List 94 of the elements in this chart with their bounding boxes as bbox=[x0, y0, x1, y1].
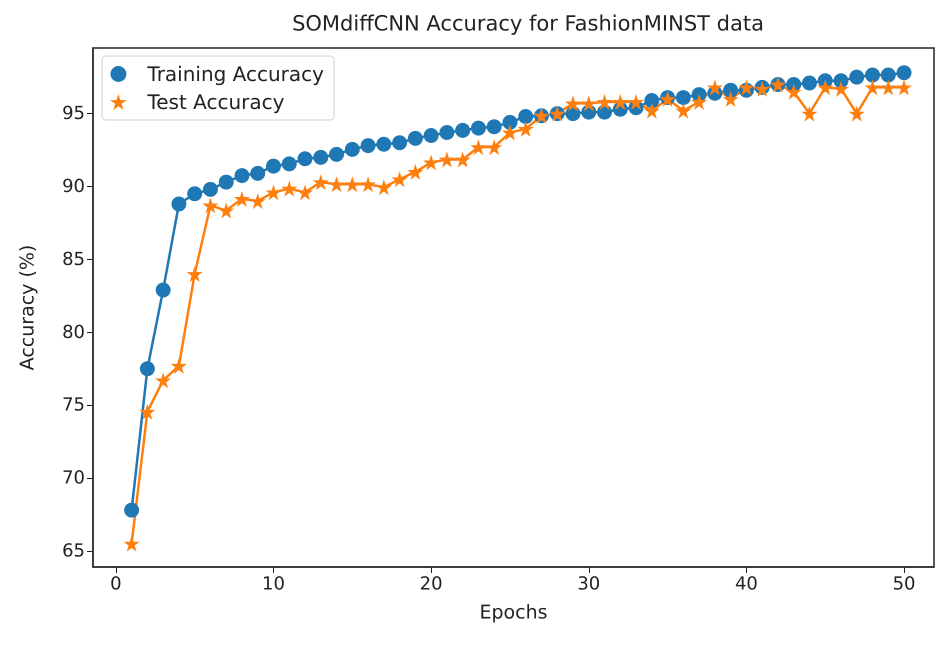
point bbox=[644, 102, 660, 119]
point bbox=[470, 120, 486, 136]
point bbox=[139, 404, 156, 420]
point bbox=[234, 190, 250, 207]
point bbox=[329, 146, 344, 162]
point bbox=[896, 65, 912, 80]
point bbox=[202, 182, 218, 197]
point bbox=[170, 358, 187, 374]
point bbox=[454, 152, 471, 168]
point bbox=[612, 94, 628, 110]
x-tick-label: 30 bbox=[577, 574, 600, 594]
point bbox=[281, 180, 298, 197]
point bbox=[801, 106, 818, 122]
point bbox=[250, 166, 266, 181]
point bbox=[408, 130, 423, 146]
point bbox=[266, 158, 281, 174]
point bbox=[313, 150, 328, 165]
point bbox=[738, 79, 754, 96]
point bbox=[880, 67, 896, 82]
point bbox=[360, 138, 376, 154]
point bbox=[155, 372, 172, 388]
x-tick-label: 40 bbox=[734, 574, 758, 594]
point bbox=[896, 79, 912, 96]
point bbox=[676, 90, 691, 106]
point bbox=[376, 136, 392, 152]
point bbox=[424, 128, 439, 143]
y-tick-label: 75 bbox=[62, 394, 85, 416]
point bbox=[486, 139, 502, 156]
point bbox=[124, 536, 140, 552]
point bbox=[282, 156, 297, 172]
point bbox=[865, 67, 880, 82]
point bbox=[328, 176, 345, 192]
point bbox=[218, 202, 234, 219]
legend-label: Training Accuracy bbox=[146, 62, 324, 86]
point bbox=[802, 75, 817, 90]
point bbox=[218, 174, 234, 190]
point bbox=[706, 79, 723, 96]
y-tick-label: 90 bbox=[62, 176, 85, 197]
point bbox=[502, 124, 518, 141]
point bbox=[486, 119, 502, 134]
point bbox=[580, 95, 597, 112]
point bbox=[392, 135, 408, 150]
y-tick-label: 80 bbox=[62, 322, 85, 343]
point bbox=[140, 361, 155, 376]
point bbox=[470, 139, 486, 156]
legend-label: Test Accuracy bbox=[146, 90, 285, 114]
point bbox=[675, 102, 692, 119]
point bbox=[502, 114, 518, 130]
point bbox=[407, 164, 424, 180]
point bbox=[297, 184, 314, 200]
point bbox=[722, 91, 739, 108]
x-tick-label: 10 bbox=[262, 574, 285, 594]
chart-title: SOMdiffCNN Accuracy for FashionMINST data bbox=[292, 12, 764, 36]
y-tick-label: 85 bbox=[62, 248, 85, 270]
y-tick-label: 95 bbox=[62, 103, 85, 124]
point bbox=[596, 94, 613, 110]
x-axis-title: Epochs bbox=[479, 602, 548, 624]
point bbox=[848, 106, 865, 122]
point bbox=[392, 171, 408, 188]
y-tick-label: 70 bbox=[62, 468, 85, 489]
point bbox=[565, 95, 582, 112]
point bbox=[202, 197, 218, 214]
point bbox=[360, 176, 376, 192]
point bbox=[186, 266, 203, 282]
x-tick-label: 0 bbox=[110, 574, 122, 594]
point bbox=[298, 151, 313, 166]
point bbox=[439, 125, 454, 140]
point bbox=[438, 152, 455, 168]
point bbox=[817, 79, 834, 96]
point bbox=[786, 84, 802, 100]
point bbox=[880, 79, 896, 96]
point bbox=[644, 92, 660, 108]
point bbox=[234, 168, 250, 184]
point bbox=[518, 109, 534, 124]
point bbox=[864, 79, 881, 96]
point bbox=[156, 282, 171, 298]
point bbox=[124, 502, 140, 518]
point bbox=[265, 184, 282, 200]
x-tick-label: 20 bbox=[420, 574, 443, 594]
point bbox=[849, 70, 864, 85]
point bbox=[628, 94, 644, 110]
point bbox=[312, 174, 329, 190]
point bbox=[344, 142, 360, 157]
x-tick-label: 50 bbox=[892, 574, 916, 594]
y-axis-title: Accuracy (%) bbox=[16, 244, 38, 370]
point bbox=[518, 120, 534, 137]
point bbox=[723, 82, 738, 98]
y-tick-label: 65 bbox=[62, 540, 85, 562]
point bbox=[455, 122, 470, 138]
point bbox=[832, 80, 849, 97]
point bbox=[171, 196, 186, 212]
point bbox=[344, 176, 360, 192]
point bbox=[187, 186, 202, 202]
point bbox=[691, 94, 708, 110]
